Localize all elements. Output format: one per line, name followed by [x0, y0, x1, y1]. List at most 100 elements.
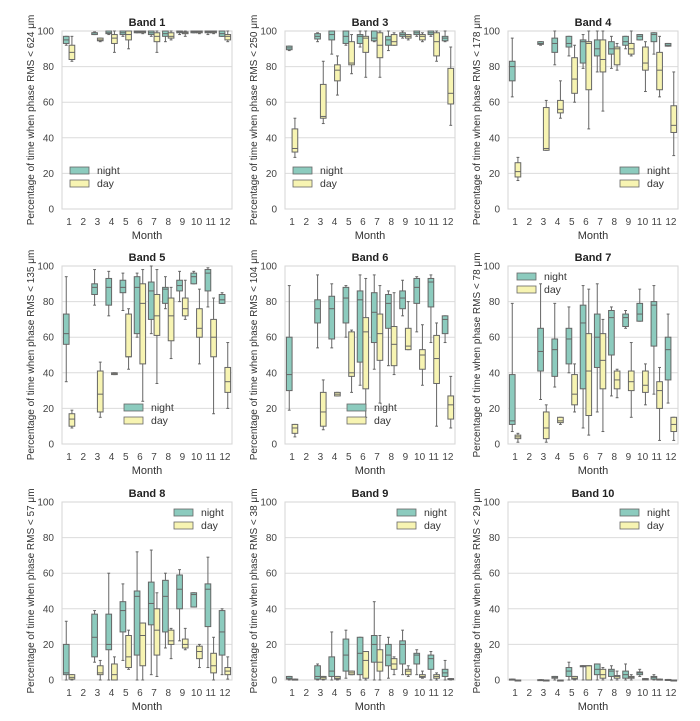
y-tick-label: 60 [266, 569, 278, 580]
box-iqr [342, 286, 350, 324]
y-tick-label: 20 [489, 640, 501, 651]
box-iqr [96, 665, 104, 676]
box-day-month-11 [656, 678, 663, 681]
box-iqr [571, 374, 578, 406]
y-tick-label: 100 [260, 27, 277, 38]
x-tick-label: 3 [318, 452, 324, 463]
legend-label-day: day [201, 520, 219, 532]
box-day-month-1 [68, 674, 76, 681]
x-tick-label: 7 [374, 452, 380, 463]
box-iqr [105, 277, 113, 306]
box-night-month-7 [593, 283, 601, 413]
x-tick-label: 10 [414, 688, 426, 699]
box-night-month-6 [133, 272, 141, 338]
box-iqr [593, 313, 601, 368]
box-iqr [291, 128, 299, 153]
box-day-month-10 [642, 678, 649, 681]
box-day-month-4 [557, 416, 564, 425]
x-tick-label: 9 [180, 452, 186, 463]
plot-area [508, 266, 678, 444]
plot-area [285, 31, 455, 209]
x-tick-label: 11 [429, 452, 440, 463]
x-tick-label: 8 [388, 452, 394, 463]
y-tick-label: 40 [43, 368, 55, 379]
x-tick-label: 4 [332, 452, 338, 463]
box-night-month-5 [565, 661, 573, 681]
box-day-month-10 [196, 30, 203, 35]
box-iqr [557, 416, 564, 424]
plot-area [285, 502, 455, 680]
box-night-month-8 [608, 306, 615, 397]
box-iqr [642, 46, 649, 71]
box-iqr [385, 293, 392, 329]
x-tick-label: 2 [80, 217, 86, 228]
plot-frame [284, 501, 456, 681]
box-iqr [153, 32, 161, 43]
y-tick-label: 80 [266, 62, 278, 73]
y-tick-label: 20 [266, 404, 278, 415]
x-tick-label: 5 [123, 217, 129, 228]
box-iqr [167, 629, 175, 645]
legend-swatch-night [173, 508, 194, 517]
box-night-month-9 [176, 569, 183, 642]
box-iqr [599, 39, 607, 73]
box-iqr [319, 83, 327, 119]
y-tick-label: 0 [48, 676, 54, 687]
x-tick-label: 2 [303, 688, 309, 699]
y-tick-label: 60 [489, 333, 501, 344]
x-tick-label: 7 [374, 688, 380, 699]
x-tick-label: 12 [665, 217, 677, 228]
panel-title: Band 1 [129, 17, 166, 29]
y-tick-label: 40 [266, 368, 278, 379]
y-tick-label: 0 [494, 440, 500, 451]
box-day-month-12 [224, 30, 232, 43]
x-tick-label: 5 [346, 452, 352, 463]
x-tick-label: 8 [388, 217, 394, 228]
box-night-month-10 [413, 30, 421, 37]
box-night-month-12 [218, 292, 226, 304]
box-day-month-3 [319, 379, 327, 431]
box-night-month-12 [441, 30, 449, 43]
box-iqr [376, 649, 384, 672]
box-night-month-5 [342, 285, 350, 338]
box-iqr [147, 281, 155, 320]
box-night-month-7 [370, 601, 378, 681]
y-axis-label: Percentage of time when phase RMS < 135 … [26, 250, 37, 461]
y-tick-label: 80 [43, 62, 55, 73]
box-night-month-8 [162, 572, 169, 649]
box-night-month-11 [650, 32, 658, 55]
y-tick-label: 20 [43, 640, 55, 651]
x-tick-label: 8 [165, 217, 171, 228]
box-iqr [370, 30, 378, 42]
y-axis-label: Percentage of time when phase RMS < 624 … [26, 15, 37, 226]
x-tick-label: 9 [180, 217, 186, 228]
x-tick-label: 6 [360, 217, 366, 228]
legend-label-night: night [424, 507, 447, 519]
box-day-month-12 [670, 416, 678, 441]
box-night-month-1 [62, 35, 70, 46]
x-tick-label: 2 [526, 688, 532, 699]
x-tick-label: 3 [95, 688, 101, 699]
y-tick-label: 80 [43, 533, 55, 544]
panel-title: Band 10 [572, 488, 615, 500]
x-tick-label: 11 [652, 452, 663, 463]
box-iqr [608, 310, 615, 356]
x-tick-label: 1 [66, 217, 72, 228]
box-iqr [413, 652, 421, 665]
box-night-month-1 [285, 45, 293, 52]
x-tick-label: 10 [637, 688, 649, 699]
box-day-month-5 [348, 670, 355, 676]
box-day-month-4 [111, 372, 118, 376]
legend-swatch-day [69, 179, 90, 188]
box-day-month-12 [670, 71, 678, 157]
legend-label-night: night [374, 402, 397, 414]
box-day-month-7 [153, 30, 161, 53]
box-iqr [105, 613, 113, 651]
x-tick-label: 6 [583, 452, 589, 463]
box-night-month-10 [636, 288, 644, 322]
box-day-month-6 [139, 622, 147, 681]
